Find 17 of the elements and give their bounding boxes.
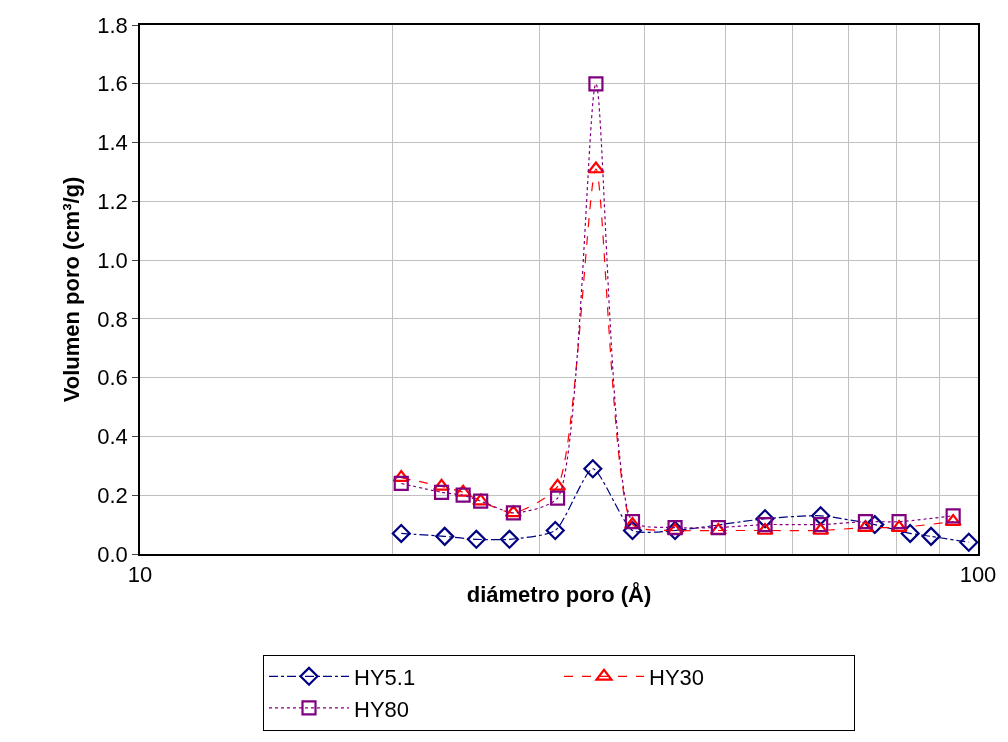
y-tick-label: 1.2 (97, 189, 128, 215)
y-axis-title: Volumen poro (cm³/g) (58, 176, 84, 403)
legend-label: HY80 (354, 696, 410, 722)
legend-label: HY5.1 (354, 664, 416, 690)
x-axis-title: diámetro poro (Å) (466, 580, 652, 607)
legend-label: HY30 (649, 664, 705, 690)
y-tick-label: 1.4 (97, 130, 128, 156)
y-tick-label: 0.0 (97, 541, 128, 567)
y-tick-label: 0.6 (97, 365, 128, 391)
y-tick-label: 0.8 (97, 306, 128, 332)
x-tick-label: 10 (127, 562, 153, 588)
y-tick-label: 1.6 (97, 71, 128, 97)
y-tick-label: 1.0 (97, 247, 128, 273)
y-tick-label: 0.4 (97, 424, 128, 450)
y-tick-label: 1.8 (97, 12, 128, 38)
x-tick-label: 100 (959, 562, 997, 588)
y-tick-label: 0.2 (97, 482, 128, 508)
